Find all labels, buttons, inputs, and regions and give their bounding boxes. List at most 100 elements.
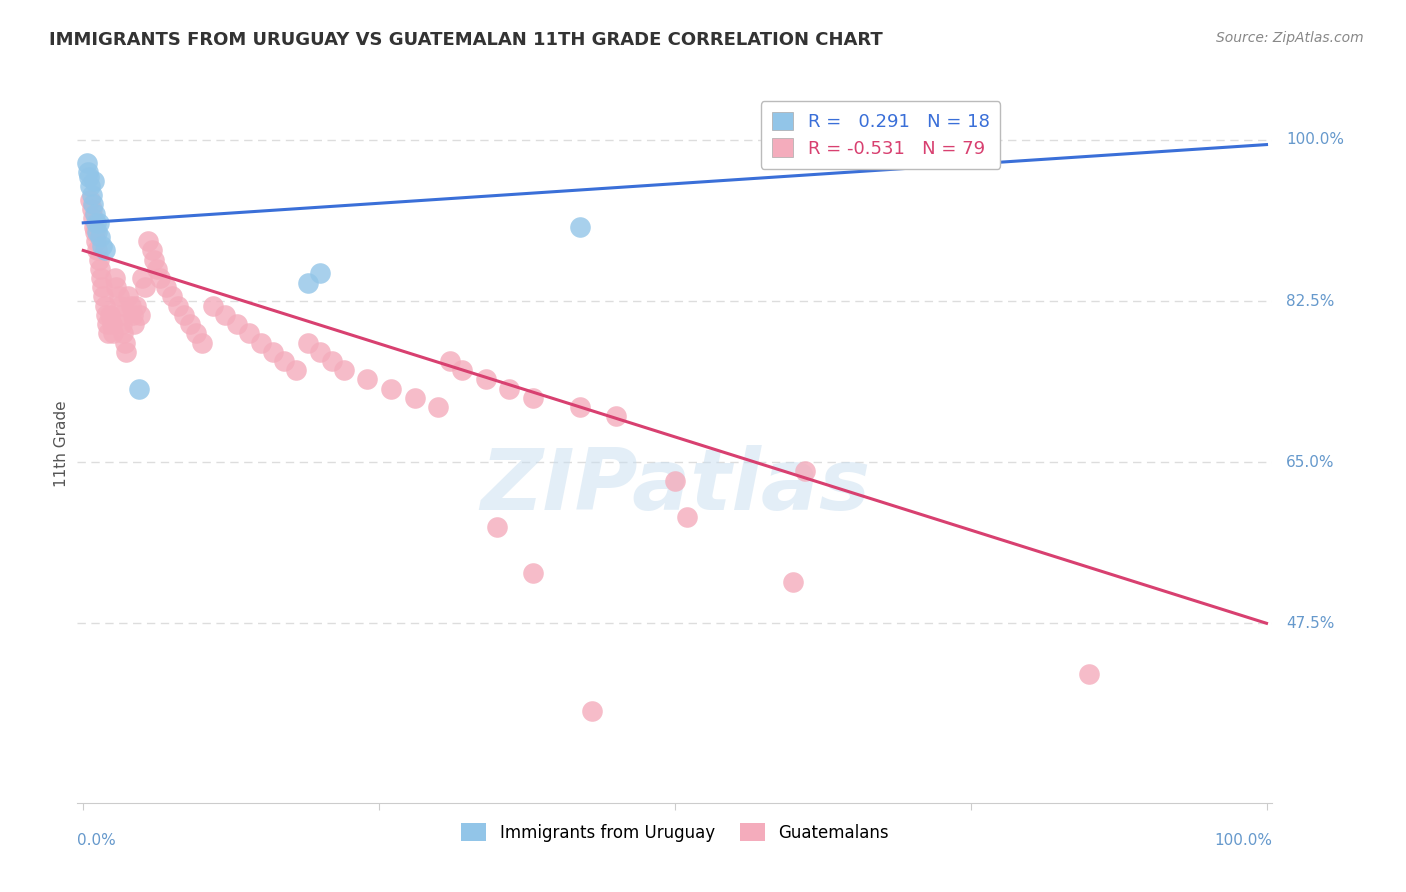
Point (190, 335, 212, 350)
Point (380, 382, 402, 396)
Point (155, 280, 177, 294)
Point (94, 308, 117, 322)
Point (122, 308, 145, 322)
Point (86, 244, 108, 258)
Point (79, 193, 101, 207)
Point (167, 299, 190, 313)
Point (117, 289, 139, 303)
Point (1078, 667, 1101, 681)
Point (297, 276, 319, 290)
Text: 65.0%: 65.0% (1286, 455, 1334, 470)
Point (100, 308, 122, 322)
Point (451, 363, 474, 377)
Point (96, 317, 118, 331)
Point (84, 234, 107, 248)
Point (569, 220, 592, 235)
Point (143, 252, 166, 267)
Point (332, 363, 354, 377)
Point (522, 391, 544, 405)
Point (115, 344, 138, 359)
Point (82, 197, 104, 211)
Point (136, 234, 159, 248)
Point (112, 326, 135, 341)
Point (179, 317, 201, 331)
Point (145, 261, 167, 276)
Point (122, 317, 145, 331)
Point (93, 289, 115, 303)
Point (226, 317, 249, 331)
Text: 100.0%: 100.0% (1215, 833, 1272, 848)
Legend: Immigrants from Uruguay, Guatemalans: Immigrants from Uruguay, Guatemalans (454, 817, 896, 848)
Point (794, 464, 817, 478)
Point (605, 409, 627, 424)
Point (285, 363, 308, 377)
Point (664, 474, 686, 488)
Point (83, 174, 105, 188)
Point (80, 202, 103, 216)
Point (93, 299, 115, 313)
Point (238, 326, 260, 341)
Point (439, 354, 461, 368)
Point (76, 156, 98, 170)
Point (84, 216, 107, 230)
Point (89, 261, 111, 276)
Point (474, 372, 496, 386)
Point (83, 220, 105, 235)
Text: ZIPatlas: ZIPatlas (479, 445, 870, 528)
Point (77, 165, 100, 179)
Point (97, 326, 120, 341)
Point (356, 372, 378, 386)
Point (141, 244, 163, 258)
Point (131, 271, 153, 285)
Point (129, 308, 152, 322)
Point (91, 280, 114, 294)
Point (91, 239, 114, 253)
Point (173, 308, 195, 322)
Point (486, 519, 509, 533)
Point (569, 400, 592, 414)
Point (89, 229, 111, 244)
Text: 0.0%: 0.0% (77, 833, 117, 848)
Point (498, 382, 520, 396)
Point (77, 169, 100, 184)
Text: 100.0%: 100.0% (1286, 133, 1344, 147)
Point (114, 335, 136, 350)
Point (581, 704, 603, 718)
Point (93, 244, 115, 258)
Point (80, 188, 103, 202)
Point (105, 280, 128, 294)
Text: IMMIGRANTS FROM URUGUAY VS GUATEMALAN 11TH GRADE CORRELATION CHART: IMMIGRANTS FROM URUGUAY VS GUATEMALAN 11… (49, 31, 883, 49)
Point (160, 289, 183, 303)
Point (87, 252, 110, 267)
Point (120, 299, 142, 313)
Point (90, 271, 112, 285)
Text: 82.5%: 82.5% (1286, 293, 1334, 309)
Point (321, 354, 343, 368)
Point (110, 308, 132, 322)
Point (675, 510, 697, 524)
Point (214, 308, 236, 322)
Point (404, 391, 426, 405)
Point (249, 335, 271, 350)
Point (107, 289, 129, 303)
Point (149, 271, 172, 285)
Point (84, 225, 107, 239)
Point (273, 354, 295, 368)
Point (184, 326, 207, 341)
Point (104, 271, 127, 285)
Point (309, 344, 332, 359)
Point (82, 211, 104, 226)
Point (202, 299, 225, 313)
Point (79, 179, 101, 194)
Point (84, 206, 107, 220)
Point (522, 566, 544, 580)
Point (101, 326, 124, 341)
Text: 47.5%: 47.5% (1286, 615, 1334, 631)
Point (100, 317, 122, 331)
Point (86, 225, 108, 239)
Text: Source: ZipAtlas.com: Source: ZipAtlas.com (1216, 31, 1364, 45)
Point (134, 280, 156, 294)
Point (111, 317, 134, 331)
Point (309, 267, 332, 281)
Y-axis label: 11th Grade: 11th Grade (53, 401, 69, 487)
